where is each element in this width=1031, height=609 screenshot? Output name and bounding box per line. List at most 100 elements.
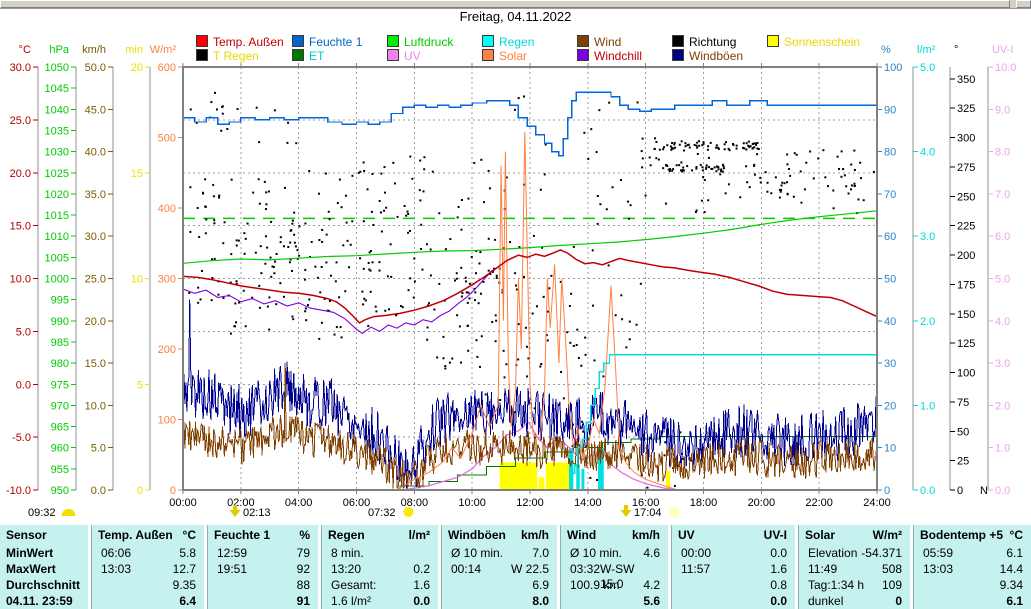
scatter-dot [454, 279, 457, 282]
axis-tick-label-kmh: 15.0 [85, 358, 106, 370]
legend-item-wind: Wind [577, 35, 621, 48]
scatter-dot [680, 161, 683, 164]
scatter-dot [326, 309, 329, 312]
scatter-dot [212, 195, 215, 198]
table-row: 1.6 l/m² 0.0 [322, 594, 438, 609]
scatter-dot [705, 166, 708, 169]
scatter-dot [572, 344, 575, 347]
axis-tick-label-kmh: 20.0 [85, 316, 106, 328]
scatter-dot [465, 291, 468, 294]
scatter-dot [570, 292, 573, 295]
scatter-dot [383, 209, 386, 212]
scatter-dot [243, 232, 246, 235]
scatter-dot [204, 232, 207, 235]
row-label: Durchschnitt [6, 578, 81, 592]
scatter-dot [786, 163, 789, 166]
scatter-dot [596, 222, 599, 225]
cell-value: 91 [296, 594, 310, 608]
scatter-dot [290, 269, 293, 272]
scatter-dot [235, 282, 238, 285]
scatter-dot [478, 262, 481, 265]
scatter-dot [653, 147, 656, 150]
scatter-dot [492, 267, 495, 270]
axis-tick-label-percent: 70 [884, 189, 896, 201]
scatter-dot [517, 323, 520, 326]
scatter-dot [700, 199, 703, 202]
scrollbar-thumb[interactable] [0, 0, 1010, 8]
scatter-dot [213, 222, 216, 225]
scatter-dot [620, 294, 623, 297]
scatter-dot [502, 349, 505, 352]
axis-tick-label-hpa: 1050 [45, 62, 69, 74]
scatter-dot [384, 191, 387, 194]
scatter-dot [282, 245, 285, 248]
axis-tick-label-percent: 80 [884, 147, 896, 159]
scatter-dot [788, 167, 791, 170]
cell-value: 6.4 [179, 594, 196, 608]
scatter-dot [544, 143, 547, 146]
scatter-dot [654, 137, 657, 140]
scatter-dot [672, 147, 675, 150]
scatter-dot [378, 269, 381, 272]
scatter-dot [271, 265, 274, 268]
table-header-sensor: Sensor [0, 525, 88, 546]
scatter-dot [513, 108, 516, 111]
series-sonnenschein [499, 462, 671, 490]
legend-item-luftdruck: Luftdruck [387, 35, 453, 48]
scatter-dot [533, 407, 536, 410]
axis-tick-label-kmh: 10.0 [85, 400, 106, 412]
scatter-dot [335, 326, 338, 329]
bar [545, 462, 572, 490]
series-windchill [182, 269, 493, 335]
scatter-dot [751, 147, 754, 150]
scatter-dot [596, 195, 599, 198]
scatter-dot [289, 241, 292, 244]
axis-tick-label-uvi: 5.0 [995, 274, 1010, 286]
legend-item-temp-au-en: Temp. Außen [196, 35, 284, 48]
cell-label: 00:00 [681, 546, 712, 560]
scatter-dot [701, 169, 704, 172]
axis-tick-label-wm2: 0 [170, 485, 176, 497]
scatter-dot [288, 261, 291, 264]
axis-tick-label-deg: 325 [957, 103, 975, 115]
cell-value: -54.371 [861, 546, 902, 560]
scatter-dot [409, 155, 412, 158]
bar [499, 462, 538, 490]
scatter-dot [212, 183, 215, 186]
scatter-dot [560, 371, 563, 374]
axis-tick-label-deg: 175 [957, 279, 975, 291]
scatter-dot [707, 145, 710, 148]
scatter-dot [236, 108, 239, 111]
scatter-dot [665, 164, 668, 167]
scatter-dot [289, 229, 292, 232]
scatter-dot [550, 274, 553, 277]
scatter-dot [715, 146, 718, 149]
axis-unit-uvi: UV-I [992, 44, 1013, 56]
scatter-dot [464, 280, 467, 283]
axis-tick-label-uvi: 4.0 [995, 316, 1010, 328]
scatter-dot [403, 205, 406, 208]
scatter-dot [572, 245, 575, 248]
scatter-dot [396, 215, 399, 218]
axis-tick-label-wm2: 500 [158, 133, 176, 145]
scatter-dot [859, 161, 862, 164]
scatter-dot [375, 310, 378, 313]
axis-tick-label-uvi: 10.0 [995, 62, 1016, 74]
scatter-dot [793, 152, 796, 155]
scatter-dot [387, 308, 390, 311]
axis-extra-label-deg: N [980, 485, 988, 497]
scatter-dot [648, 156, 651, 159]
scatter-dot [369, 290, 372, 293]
scatter-dot [428, 302, 431, 305]
scatter-dot [408, 229, 411, 232]
cell-value: 0.0 [770, 546, 787, 560]
scatter-dot [872, 170, 875, 173]
scatter-dot [200, 269, 203, 272]
scatter-dot [423, 168, 426, 171]
scatter-dot [372, 223, 375, 226]
table-header-wind: Wind km/h [561, 525, 668, 546]
table-row: 12:59 79 [208, 546, 318, 562]
scatter-dot [401, 306, 404, 309]
scatter-dot [566, 331, 569, 334]
scatter-dot [725, 141, 728, 144]
